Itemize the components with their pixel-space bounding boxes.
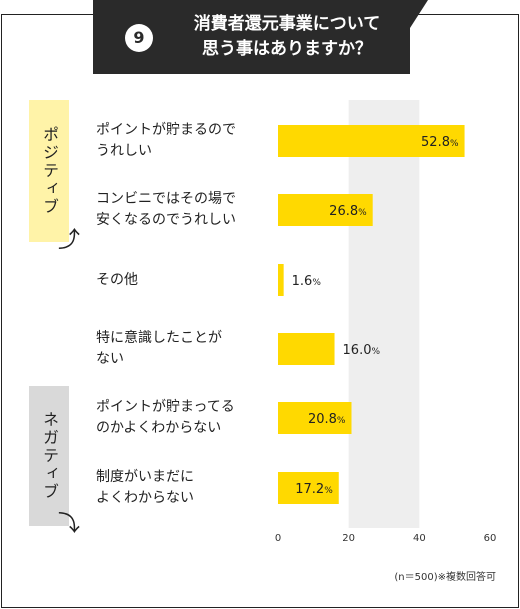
category-label: ポイントが貯まるので うれしい [96,122,236,159]
bar-value-unit: % [312,278,321,288]
question-header: 9 消費者還元事業について 思う事はありますか？ [93,0,410,74]
x-tick-label: 0 [275,533,281,544]
bar [278,125,465,157]
bar [278,402,352,434]
footnote: (n＝500)※複数回答可 [394,572,496,583]
header-corner-tab [410,0,428,28]
bar-value-unit: % [358,208,367,218]
category-label: コンビニではその場で 安くなるのでうれしい [96,191,236,228]
category-label: ポイントが貯まってる のかよくわからない [96,399,235,436]
x-tick-label: 40 [413,533,426,544]
curl-arrow-icon: ⤴ [58,228,81,253]
category-label: 制度がいまだに よくわからない [96,469,194,506]
x-tick-label: 20 [342,533,355,544]
category-label: 特に意識したことが ない [96,330,222,367]
bar-value: 26.8 [329,204,358,219]
bar-value: 16.0 [343,343,372,358]
bar-value-label: 52.8% [421,135,459,150]
x-tick-label: 60 [484,533,497,544]
bar-value-label: 20.8% [308,412,346,427]
question-number-badge: 9 [125,24,153,52]
grid-band [348,100,420,528]
chart-title: 消費者還元事業について 思う事はありますか？ [193,14,381,59]
positive-tag: ポジティブ [29,100,69,242]
bar-value: 20.8 [308,412,337,427]
bar-value-label: 26.8% [329,204,367,219]
bar [278,264,284,296]
curl-arrow-down-icon: ⤵ [58,512,81,537]
negative-tag: ネガティブ [29,386,69,526]
bar-value: 1.6 [292,274,313,289]
bar [278,333,335,365]
bar-value-unit: % [324,486,333,496]
bar [278,472,339,504]
bar-value-unit: % [371,347,380,357]
bar-value-label: 16.0% [343,343,381,358]
category-label: その他 [96,271,138,288]
bar [278,194,373,226]
bar-value: 52.8 [421,135,450,150]
chart-frame [1,14,519,608]
bar-value-label: 1.6% [292,274,322,289]
bar-value-unit: % [450,139,459,149]
bar-value-unit: % [337,416,346,426]
bar-value-label: 17.2% [295,482,333,497]
bar-value: 17.2 [295,482,324,497]
